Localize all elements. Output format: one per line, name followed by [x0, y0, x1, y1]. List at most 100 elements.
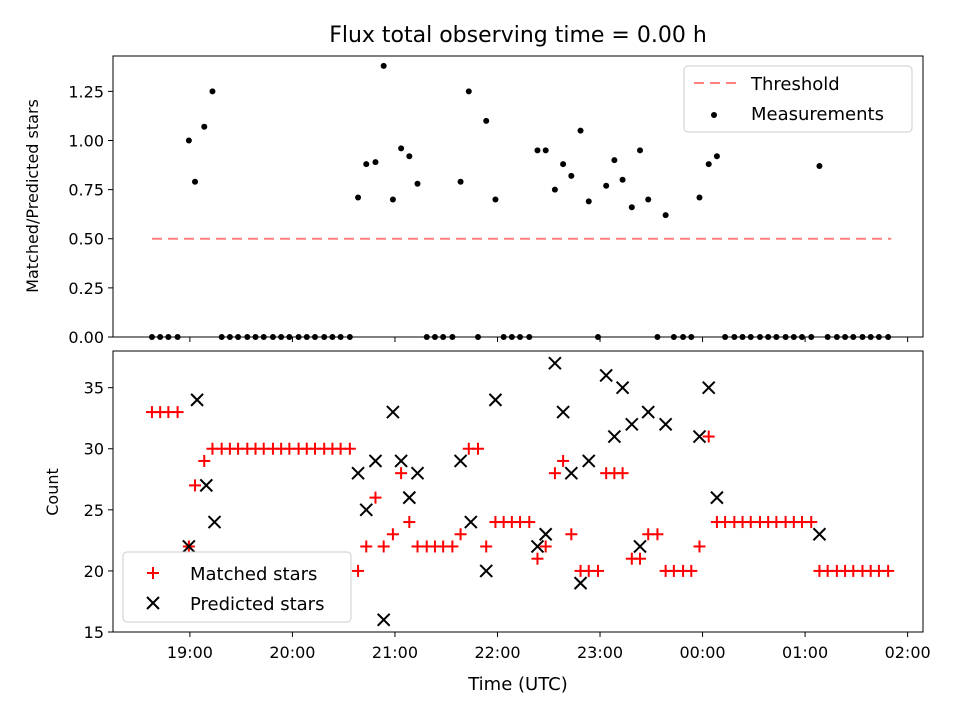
predicted-star-point	[351, 466, 365, 480]
measurement-point	[311, 334, 318, 340]
top-y-tick-label: 1.00	[68, 131, 104, 150]
measurement-point	[824, 334, 831, 340]
top-legend: Threshold Measurements	[683, 65, 913, 133]
measurement-point	[577, 127, 584, 134]
bottom-y-tick-label: 20	[84, 562, 104, 581]
measurement-point	[278, 334, 285, 340]
measurement-point	[321, 334, 328, 340]
top-panel: 0.00 0.25 0.50 0.75 1.00 1.25 Matched/Predict…	[23, 55, 924, 347]
bottom-y-axis-label: Count	[43, 468, 62, 516]
matched-star-point	[369, 491, 382, 504]
measurement-point	[773, 334, 780, 340]
predicted-star-point	[607, 429, 622, 444]
matched-star-point	[651, 528, 664, 541]
x-tick-label: 20:00	[269, 643, 315, 662]
measurement-point	[157, 334, 164, 340]
matched-star-point	[472, 442, 485, 455]
measurement-point	[713, 153, 720, 160]
measurement-point	[406, 153, 413, 160]
measurement-point	[568, 172, 575, 179]
predicted-star-point	[573, 576, 588, 590]
measurement-point	[670, 334, 677, 340]
measurement-point	[680, 334, 687, 340]
top-x-ticks	[189, 337, 909, 342]
measurement-point	[235, 334, 242, 340]
measurement-point	[218, 334, 225, 340]
predicted-star-point	[582, 454, 596, 468]
x-tick-label: 00:00	[680, 643, 726, 662]
matched-star-point	[377, 540, 390, 553]
top-y-tick-label: 1.25	[68, 82, 104, 101]
predicted-star-point	[182, 539, 196, 554]
matched-star-point	[189, 479, 202, 492]
measurement-point	[398, 145, 405, 152]
measurement-point	[662, 212, 669, 219]
measurement-point	[389, 196, 396, 203]
matched-star-point	[685, 564, 698, 577]
predicted-star-point	[402, 490, 417, 505]
predicted-star-point	[453, 454, 468, 468]
predicted-star-point	[199, 478, 214, 493]
measurement-point	[594, 334, 601, 340]
measurement-point	[816, 163, 823, 170]
matched-star-point	[591, 564, 604, 577]
matched-star-point	[480, 540, 493, 553]
measurement-point	[269, 334, 276, 340]
predicted-star-point	[692, 429, 707, 444]
x-axis-label: Time (UTC)	[467, 674, 568, 695]
matched-star-point	[693, 540, 706, 553]
measurement-point	[440, 334, 447, 340]
matched-star-point	[548, 467, 561, 480]
matched-star-point	[395, 467, 408, 480]
measurement-point	[457, 178, 464, 185]
bottom-y-tick-label: 15	[84, 623, 104, 642]
measurement-point	[380, 62, 387, 69]
measurement-point	[850, 334, 857, 340]
x-tick-label: 21:00	[372, 643, 418, 662]
predicted-star-point	[633, 539, 647, 554]
measurement-point	[696, 194, 703, 201]
matched-star-point	[386, 528, 399, 541]
top-y-axis-label: Matched/Predicted stars	[23, 99, 42, 293]
predicted-star-point	[658, 417, 673, 432]
measurement-point	[192, 178, 199, 185]
measurement-point	[465, 88, 472, 95]
predicted-star-point	[190, 393, 204, 407]
measurement-point	[782, 334, 789, 340]
measurement-point	[705, 161, 712, 168]
measurement-point	[739, 334, 746, 340]
measurement-point	[747, 334, 754, 340]
measurement-point	[174, 334, 181, 340]
matched-star-point	[565, 528, 578, 541]
measurement-point	[654, 334, 661, 340]
predicted-star-point	[615, 380, 630, 395]
matched-star-point	[634, 552, 647, 565]
measurement-point	[842, 334, 849, 340]
top-y-ticks: 0.00 0.25 0.50 0.75 1.00 1.25	[68, 82, 113, 347]
measurement-point	[560, 161, 567, 168]
measurement-point	[765, 334, 772, 340]
measurement-point	[148, 334, 155, 340]
predicted-star-point	[625, 417, 639, 432]
measurement-point	[637, 147, 644, 154]
measurement-point	[619, 176, 626, 183]
legend-measurements-swatch	[711, 112, 717, 118]
measurement-point	[363, 161, 370, 168]
measurement-point	[645, 196, 652, 203]
measurement-point	[526, 334, 533, 340]
predicted-star-point	[812, 527, 827, 541]
measurement-point	[431, 334, 438, 340]
legend-threshold-label: Threshold	[750, 74, 840, 95]
predicted-star-point	[368, 454, 383, 468]
measurement-point	[260, 334, 267, 340]
measurement-point	[833, 334, 840, 340]
measurement-point	[423, 334, 430, 340]
measurement-point	[286, 334, 293, 340]
figure-title: Flux total observing time = 0.00 h	[329, 23, 707, 48]
measurement-point	[722, 334, 729, 340]
measurement-point	[875, 334, 882, 340]
measurement-point	[295, 334, 302, 340]
predicted-star-point	[641, 405, 655, 419]
predicted-star-point	[599, 368, 613, 383]
measurement-point	[508, 334, 515, 340]
